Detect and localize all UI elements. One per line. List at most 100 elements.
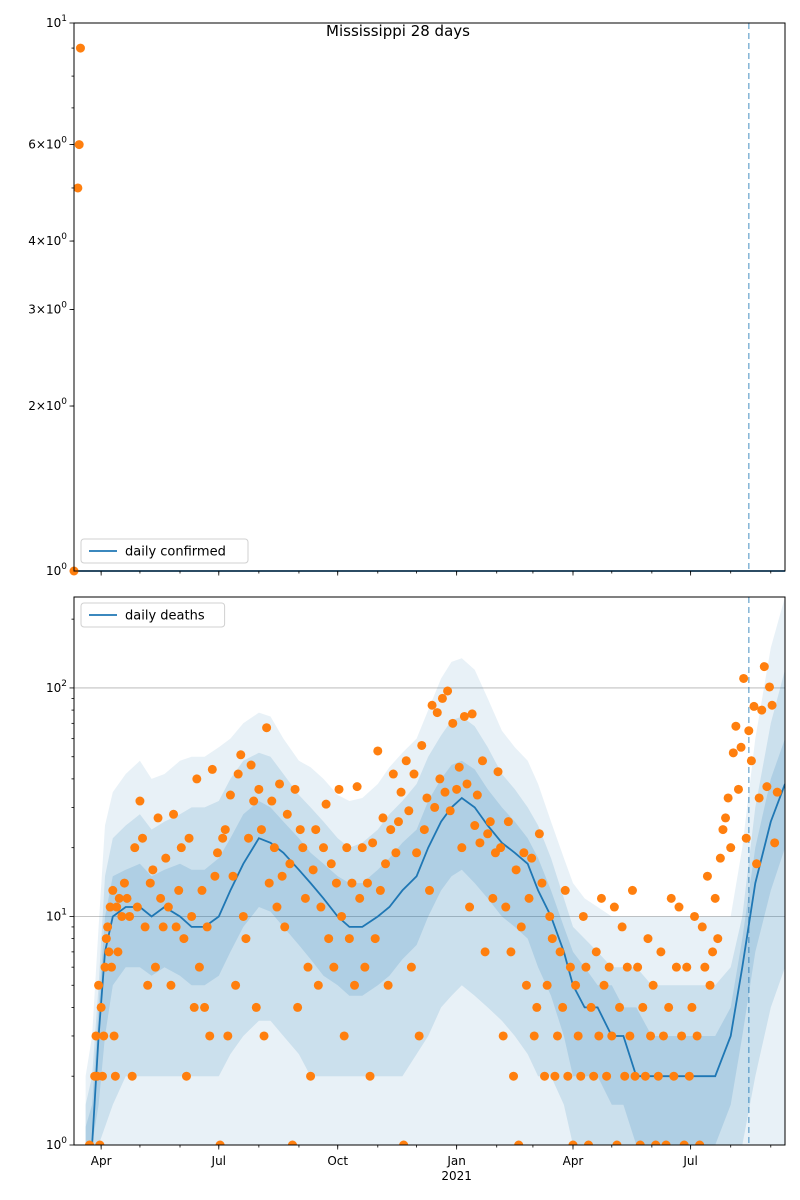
data-point — [357, 843, 367, 853]
data-point — [342, 843, 352, 853]
data-point — [615, 1002, 625, 1012]
data-point — [666, 893, 676, 903]
data-point — [752, 859, 762, 869]
data-point — [290, 784, 300, 794]
data-point — [391, 848, 401, 858]
data-point — [690, 911, 700, 921]
data-point — [368, 838, 378, 848]
data-point — [537, 878, 547, 888]
data-point — [757, 705, 767, 715]
x-tick-label: Jul — [682, 1154, 697, 1168]
data-point — [452, 784, 462, 794]
data-point — [638, 1002, 648, 1012]
data-point — [218, 833, 228, 843]
data-point — [189, 1002, 199, 1012]
data-point — [313, 980, 323, 990]
data-point — [166, 980, 176, 990]
data-point — [337, 911, 347, 921]
data-point — [417, 740, 427, 750]
data-point — [145, 878, 155, 888]
data-point — [599, 980, 609, 990]
data-point — [609, 902, 619, 912]
data-point — [181, 1071, 191, 1081]
data-point — [156, 893, 166, 903]
data-point — [560, 885, 570, 895]
data-point — [110, 1071, 120, 1081]
data-point — [630, 1071, 640, 1081]
data-point — [501, 902, 511, 912]
data-point — [440, 787, 450, 797]
data-point — [326, 859, 336, 869]
data-point — [148, 865, 158, 875]
y-tick-label: 100 — [46, 1136, 67, 1152]
data-point — [329, 962, 339, 972]
data-point — [135, 796, 145, 806]
data-point — [480, 947, 490, 957]
data-point — [529, 1031, 539, 1041]
data-point — [272, 902, 282, 912]
data-point — [736, 742, 746, 752]
data-point — [739, 673, 749, 683]
data-point — [674, 902, 684, 912]
y-tick-label: 100 — [46, 562, 67, 578]
data-point — [651, 1140, 661, 1145]
data-point — [197, 885, 207, 895]
data-point — [640, 1071, 650, 1081]
data-point — [378, 813, 388, 823]
data-point — [331, 878, 341, 888]
data-point — [105, 902, 115, 912]
data-point — [254, 784, 264, 794]
data-point — [381, 859, 391, 869]
data-point — [511, 865, 521, 875]
data-point — [277, 871, 287, 881]
data-point — [586, 1002, 596, 1012]
data-point — [365, 1071, 375, 1081]
data-point — [114, 893, 124, 903]
data-point — [399, 1140, 409, 1145]
data-point — [514, 1140, 524, 1145]
data-point — [251, 1002, 261, 1012]
data-point — [91, 1031, 101, 1041]
data-point — [96, 1002, 106, 1012]
y-tick-label: 6×100 — [28, 136, 67, 152]
data-point — [228, 871, 238, 881]
data-point — [602, 1071, 612, 1081]
legend-label: daily confirmed — [125, 545, 226, 560]
data-point — [132, 902, 142, 912]
data-point — [661, 1140, 671, 1145]
data-point — [437, 693, 447, 703]
data-point — [95, 1140, 105, 1145]
data-point — [432, 708, 442, 718]
data-point — [622, 962, 632, 972]
data-point — [355, 893, 365, 903]
data-point — [334, 784, 344, 794]
plot-area — [74, 23, 785, 571]
data-point — [731, 721, 741, 731]
data-point — [687, 1002, 697, 1012]
data-point — [267, 796, 277, 806]
data-point — [483, 829, 493, 839]
data-point — [635, 1140, 645, 1145]
data-point — [249, 796, 259, 806]
data-point — [202, 922, 212, 932]
data-point — [192, 774, 202, 784]
data-point — [75, 43, 85, 53]
data-point — [352, 782, 362, 792]
data-point — [300, 893, 310, 903]
data-point — [285, 859, 295, 869]
data-point — [373, 746, 383, 756]
data-point — [404, 806, 414, 816]
data-point — [122, 893, 132, 903]
data-point — [112, 902, 122, 912]
data-point — [171, 922, 181, 932]
data-point — [454, 762, 464, 772]
data-point — [282, 809, 292, 819]
data-point — [762, 782, 772, 792]
data-point — [713, 934, 723, 944]
data-point — [581, 962, 591, 972]
data-point — [225, 790, 235, 800]
data-point — [594, 1031, 604, 1041]
data-point — [161, 853, 171, 863]
data-point — [563, 1071, 573, 1081]
